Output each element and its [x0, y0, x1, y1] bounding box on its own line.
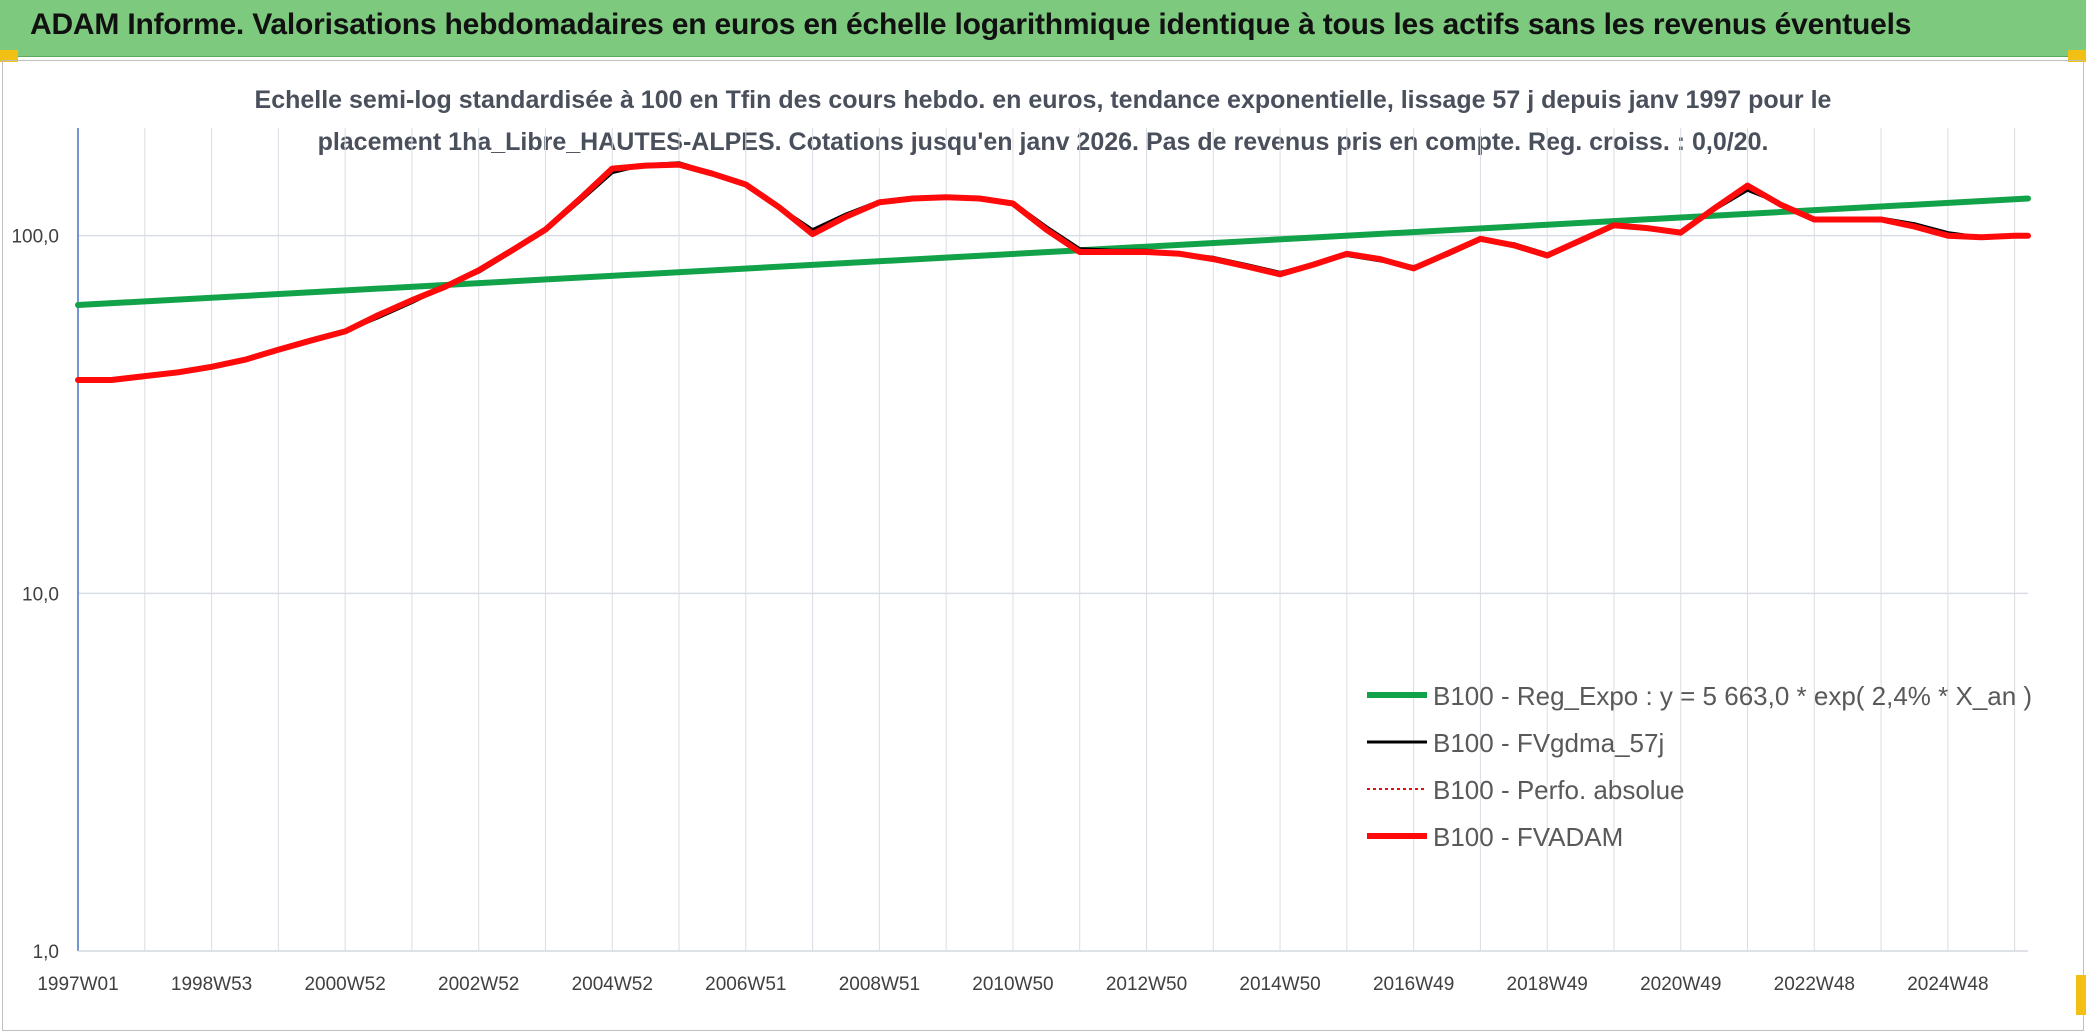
- corner-marker-left: [0, 50, 18, 62]
- legend-label: B100 - Reg_Expo : y = 5 663,0 * exp( 2,4…: [1433, 681, 2033, 711]
- x-tick-label: 2010W50: [972, 974, 1053, 995]
- series-line-0: [75, 195, 2031, 308]
- x-tick-label: 2014W50: [1239, 974, 1320, 995]
- chart-title-line2: placement 1ha_Libre_HAUTES-ALPES. Cotati…: [317, 128, 1769, 156]
- x-tick-label: 2018W49: [1507, 974, 1588, 995]
- x-tick-label: 2024W48: [1907, 974, 1988, 995]
- chart-title-line1: Echelle semi-log standardisée à 100 en T…: [254, 86, 1832, 114]
- y-tick-label: 100,0: [11, 227, 59, 248]
- header-bar: ADAM Informe. Valorisations hebdomadaire…: [0, 0, 2086, 57]
- legend-swatch: [1367, 740, 1427, 744]
- corner-marker-right: [2068, 50, 2086, 62]
- x-tick-label: 2006W51: [705, 974, 786, 995]
- chart-frame: [2, 60, 2084, 1031]
- x-tick-label: 2012W50: [1106, 974, 1187, 995]
- page-title: ADAM Informe. Valorisations hebdomadaire…: [30, 8, 1912, 41]
- x-tick-label: 2008W51: [839, 974, 920, 995]
- legend-label: B100 - FVADAM: [1433, 822, 1624, 852]
- y-tick-label: 1,0: [33, 942, 59, 963]
- corner-marker-bottom-right: [2076, 975, 2086, 1015]
- x-tick-label: 2004W52: [572, 974, 653, 995]
- series-line-3: [75, 161, 2031, 383]
- x-tick-label: 2020W49: [1640, 974, 1721, 995]
- legend-swatch: [1367, 692, 1427, 698]
- x-tick-label: 1997W01: [37, 974, 118, 995]
- x-tick-label: 1998W53: [171, 974, 252, 995]
- legend-label: B100 - FVgdma_57j: [1433, 728, 1665, 758]
- legend-label: B100 - Perfo. absolue: [1433, 775, 1685, 805]
- legend-swatch: [1367, 833, 1427, 839]
- y-tick-label: 10,0: [22, 584, 59, 605]
- x-tick-label: 2016W49: [1373, 974, 1454, 995]
- x-tick-label: 2022W48: [1774, 974, 1855, 995]
- x-tick-label: 2000W52: [304, 974, 385, 995]
- legend-swatch: [1367, 788, 1427, 790]
- x-tick-label: 2002W52: [438, 974, 519, 995]
